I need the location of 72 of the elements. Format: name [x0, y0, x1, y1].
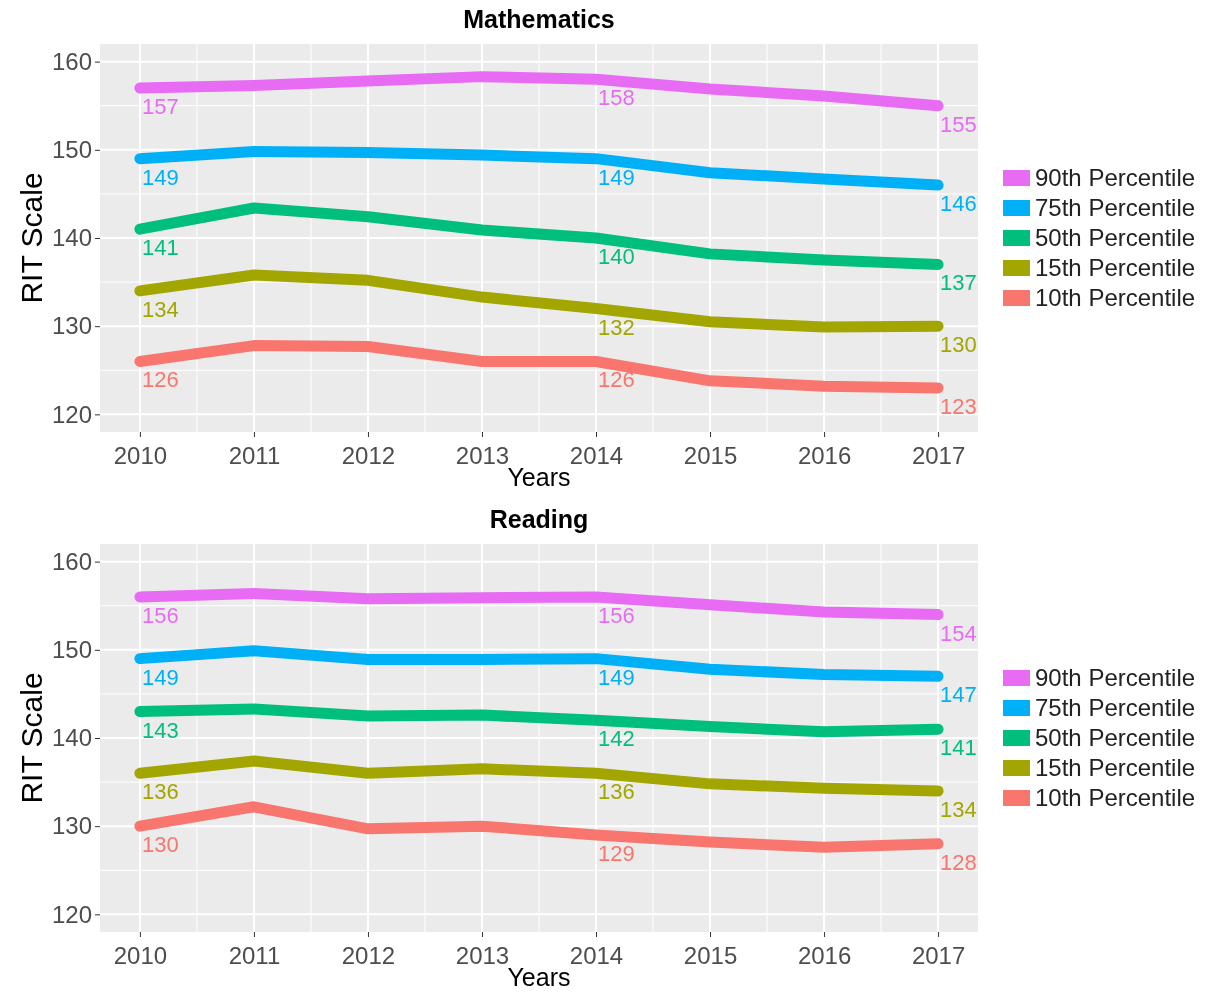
- data-label: 154: [940, 620, 977, 646]
- x-tick-label: 2012: [341, 942, 396, 969]
- y-tick-label: 150: [51, 636, 92, 663]
- x-tick-label: 2015: [683, 942, 738, 969]
- data-label: 140: [598, 244, 635, 269]
- x-tick-label: 2010: [113, 442, 168, 469]
- data-label: 123: [940, 393, 977, 419]
- x-tick-label: 2016: [797, 942, 852, 969]
- y-tick-label: 130: [51, 812, 92, 840]
- data-label: 149: [141, 164, 179, 190]
- x-tick-label: 2017: [911, 942, 966, 969]
- x-tick-label: 2016: [797, 442, 852, 469]
- x-tick-label: 2010: [113, 942, 168, 969]
- data-label: 141: [141, 235, 179, 261]
- data-label: 137: [940, 270, 977, 296]
- legend-label: 15th Percentile: [1035, 754, 1196, 781]
- legend-label: 10th Percentile: [1035, 284, 1196, 311]
- y-tick-label: 120: [51, 900, 92, 928]
- data-label: 132: [598, 314, 635, 340]
- data-label: 134: [940, 796, 977, 822]
- data-label: 157: [141, 94, 179, 120]
- data-label: 149: [141, 664, 179, 690]
- data-label: 155: [940, 111, 977, 137]
- data-label: 130: [940, 332, 977, 358]
- legend-label: 50th Percentile: [1035, 724, 1196, 751]
- data-label: 134: [141, 296, 179, 322]
- y-tick-label: 140: [51, 224, 92, 252]
- data-label: 146: [940, 191, 977, 217]
- data-label: 129: [598, 841, 635, 866]
- y-axis-title: RIT Scale: [15, 672, 48, 804]
- x-tick-label: 2017: [911, 442, 966, 469]
- legend-label: 90th Percentile: [1035, 664, 1196, 691]
- legend-label: 10th Percentile: [1035, 784, 1196, 811]
- data-label: 141: [940, 735, 977, 761]
- x-axis-title: Years: [507, 963, 571, 991]
- data-label: 136: [141, 779, 179, 805]
- x-tick-label: 2013: [455, 442, 510, 469]
- y-tick-label: 130: [51, 312, 92, 340]
- data-label: 156: [598, 602, 635, 628]
- data-label: 128: [940, 849, 977, 875]
- chart-title: Reading: [489, 505, 589, 533]
- data-label: 136: [598, 779, 635, 805]
- y-tick-label: 160: [51, 547, 92, 575]
- y-tick-label: 120: [51, 400, 92, 428]
- y-axis-title: RIT Scale: [15, 172, 48, 304]
- x-tick-label: 2011: [228, 942, 281, 969]
- legend-label: 90th Percentile: [1035, 164, 1196, 191]
- x-tick-label: 2012: [341, 442, 396, 469]
- data-label: 143: [141, 717, 179, 743]
- x-tick-label: 2014: [569, 442, 624, 469]
- data-label: 156: [141, 602, 179, 628]
- data-label: 126: [141, 367, 179, 393]
- legend-label: 50th Percentile: [1035, 224, 1196, 251]
- x-tick-label: 2014: [569, 942, 624, 969]
- x-tick-label: 2013: [455, 942, 510, 969]
- data-label: 149: [598, 664, 635, 690]
- legend-label: 75th Percentile: [1035, 194, 1196, 221]
- x-tick-label: 2015: [683, 442, 738, 469]
- data-label: 126: [598, 367, 635, 393]
- x-tick-label: 2011: [228, 442, 281, 469]
- data-label: 158: [598, 85, 635, 111]
- data-label: 147: [940, 682, 977, 708]
- y-tick-label: 150: [51, 136, 92, 163]
- y-tick-label: 140: [51, 724, 92, 752]
- x-axis-title: Years: [507, 463, 571, 491]
- legend-label: 75th Percentile: [1035, 694, 1196, 721]
- y-tick-label: 160: [51, 47, 92, 75]
- chart-title: Mathematics: [463, 5, 615, 33]
- data-label: 149: [598, 164, 635, 190]
- data-label: 130: [141, 832, 179, 858]
- legend-label: 15th Percentile: [1035, 254, 1196, 281]
- data-label: 142: [598, 726, 635, 752]
